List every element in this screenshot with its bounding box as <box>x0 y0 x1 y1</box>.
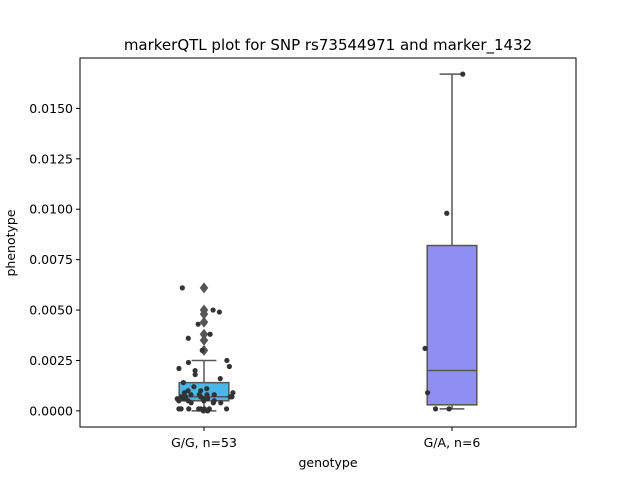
data-point <box>180 380 186 386</box>
x-tick-label: G/G, n=53 <box>171 435 237 450</box>
y-tick-label: 0.0050 <box>29 303 73 318</box>
data-point <box>192 367 198 374</box>
data-point <box>192 371 198 378</box>
data-point <box>226 363 232 370</box>
y-axis-label: phenotype <box>3 209 18 276</box>
data-point <box>446 406 452 412</box>
data-point <box>216 309 223 315</box>
box-group <box>426 73 478 410</box>
data-point <box>201 406 207 412</box>
outlier-marker <box>199 316 209 328</box>
outlier-marker <box>199 328 209 340</box>
y-tick-label: 0.0150 <box>29 101 73 116</box>
data-point <box>217 376 223 382</box>
data-point <box>198 388 204 394</box>
data-point <box>432 406 439 412</box>
data-point <box>178 394 185 400</box>
plot-area-frame <box>79 57 577 428</box>
data-point <box>204 392 210 398</box>
y-tick-label: 0.0075 <box>29 252 73 267</box>
data-point <box>185 359 192 366</box>
data-point <box>206 406 212 412</box>
data-point <box>204 386 210 392</box>
chart-title: markerQTL plot for SNP rs73544971 and ma… <box>124 36 532 55</box>
data-point <box>422 345 428 351</box>
data-point <box>199 347 205 353</box>
strip-points <box>422 71 466 412</box>
outlier-marker <box>199 334 209 346</box>
data-point <box>211 398 217 404</box>
data-point <box>425 390 431 396</box>
data-point <box>188 392 194 398</box>
data-point <box>185 388 191 394</box>
data-point <box>223 406 230 412</box>
y-tick-label: 0.0025 <box>29 353 73 368</box>
data-point <box>185 335 191 341</box>
data-point <box>460 71 466 77</box>
strip-points <box>174 285 236 414</box>
data-point <box>218 400 224 406</box>
data-point <box>186 406 192 412</box>
y-tick-label: 0.0100 <box>29 202 73 217</box>
outlier-marker <box>199 304 209 316</box>
data-point <box>228 394 234 400</box>
x-axis-label: genotype <box>298 455 357 470</box>
x-tick-label: G/A, n=6 <box>424 435 481 450</box>
data-point <box>195 321 201 327</box>
data-point <box>444 210 450 216</box>
data-point <box>176 406 182 412</box>
data-point <box>174 396 180 402</box>
data-point <box>196 406 202 412</box>
data-point <box>210 307 216 313</box>
data-point <box>224 357 230 364</box>
data-point <box>230 390 236 396</box>
outlier-marker <box>199 282 209 294</box>
y-tick-label: 0.0000 <box>29 403 73 418</box>
y-tick-label: 0.0125 <box>29 151 73 166</box>
data-point <box>207 331 213 337</box>
data-point <box>211 392 217 398</box>
data-point <box>204 396 211 402</box>
data-point <box>196 392 202 398</box>
data-point <box>191 384 197 390</box>
data-point <box>182 394 189 400</box>
box-iqr <box>426 244 478 406</box>
data-point <box>176 365 182 372</box>
data-point <box>179 285 185 291</box>
